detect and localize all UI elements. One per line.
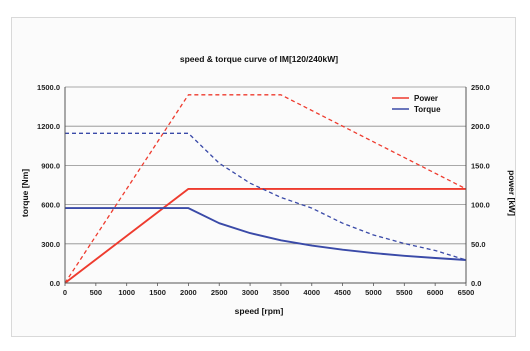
y-right-tick-label-5: 250.0 — [471, 83, 490, 92]
x-tick-label-13: 6500 — [458, 288, 475, 297]
legend-torque-label: Torque — [414, 105, 441, 114]
y-right-tick-label-4: 200.0 — [471, 122, 490, 131]
torque-solid-line — [65, 207, 467, 261]
torque-dashed-line — [65, 132, 467, 261]
y-right-tick-label-0: 0.0 — [471, 279, 481, 288]
x-tick-label-8: 4000 — [303, 288, 320, 297]
legend: Power Torque — [392, 94, 441, 114]
y-left-tick-label-5: 1500.0 — [37, 83, 60, 92]
x-tick-label-11: 5500 — [396, 288, 413, 297]
speed-torque-chart: speed & torque curve of IM[120/240kW] 0 5… — [20, 54, 517, 316]
y-left-tick-label-3: 900.0 — [41, 161, 60, 170]
y-left-tick-label-2: 600.0 — [41, 201, 60, 210]
x-tick-label-6: 3000 — [242, 288, 259, 297]
x-tick-label-3: 1500 — [149, 288, 166, 297]
x-tick-label-7: 3500 — [273, 288, 290, 297]
x-tick-label-9: 4500 — [334, 288, 351, 297]
x-tick-label-12: 6000 — [427, 288, 444, 297]
x-tick-label-4: 2000 — [180, 288, 197, 297]
power-dashed-line — [64, 94, 467, 284]
power-solid-line — [64, 187, 466, 284]
x-tick-label-1: 500 — [90, 288, 103, 297]
x-tick-label-0: 0 — [63, 288, 67, 297]
x-tick-label-5: 2500 — [211, 288, 228, 297]
x-tick-label-10: 5000 — [365, 288, 382, 297]
chart-title: speed & torque curve of IM[120/240kW] — [180, 54, 338, 64]
chart-frame: speed & torque curve of IM[120/240kW] 0 5… — [11, 17, 517, 337]
y-right-tick-label-1: 50.0 — [471, 240, 486, 249]
y-axis-left-label: torque [Nm] — [20, 169, 30, 217]
x-axis-label: speed [rpm] — [235, 306, 284, 316]
y-left-tick-label-0: 0.0 — [50, 279, 60, 288]
y-axis-right-label: power [kW] — [507, 170, 517, 216]
y-right-tick-label-2: 100.0 — [471, 201, 490, 210]
y-left-tick-label-4: 1200.0 — [37, 122, 60, 131]
y-left-tick-label-1: 300.0 — [41, 240, 60, 249]
legend-power-label: Power — [414, 94, 438, 103]
y-right-tick-label-3: 150.0 — [471, 161, 490, 170]
x-tick-label-2: 1000 — [118, 288, 135, 297]
